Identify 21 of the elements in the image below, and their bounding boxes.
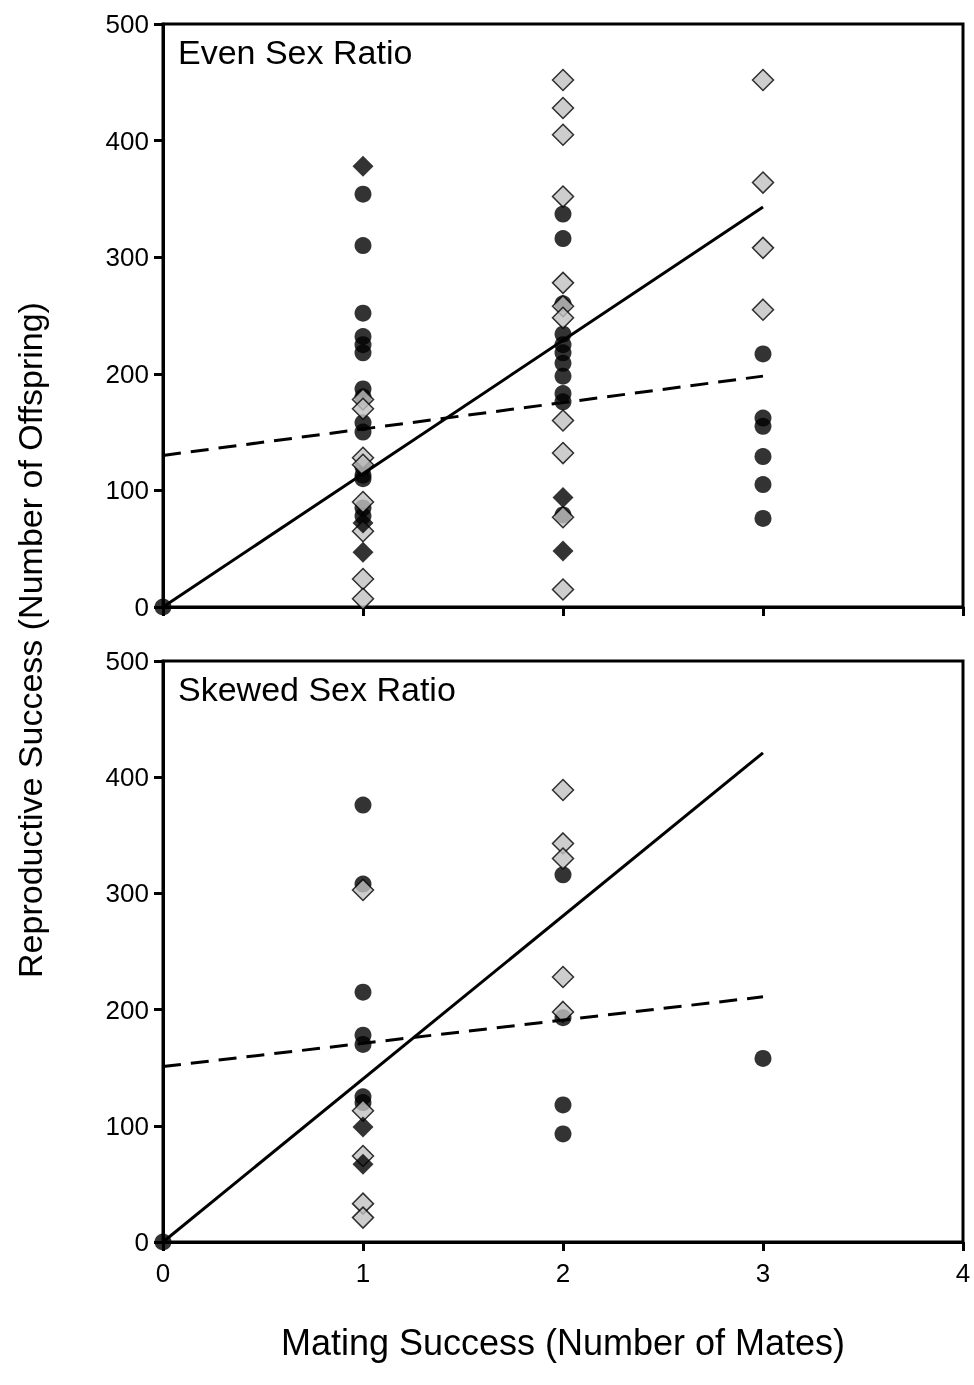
y-tick-label: 0 [134,1227,149,1257]
x-tick-label: 0 [155,1258,171,1288]
y-axis-title: Reproductive Success (Number of Offspring) [10,302,50,978]
x-tick-label: 2 [555,1258,571,1288]
y-tick-label: 500 [105,9,149,39]
y-tick-label: 0 [134,592,149,622]
y-tick-label: 400 [105,762,149,793]
chart-title: Even Sex Ratio [178,33,413,71]
y-tick-label: 200 [105,358,149,389]
chart-title: Skewed Sex Ratio [178,670,456,708]
y-tick-label: 300 [105,242,149,273]
y-tick-label: 300 [105,878,149,909]
x-tick-label: 4 [955,1258,971,1288]
y-tick-label: 400 [105,125,149,156]
y-tick-label: 500 [105,646,149,676]
y-tick-label: 100 [105,1110,149,1141]
x-tick-label: 3 [755,1258,771,1288]
x-axis-title: Mating Success (Number of Mates) [280,1321,846,1363]
x-tick-label: 1 [355,1258,371,1288]
y-tick-label: 100 [105,475,149,506]
y-tick-label: 200 [105,994,149,1025]
